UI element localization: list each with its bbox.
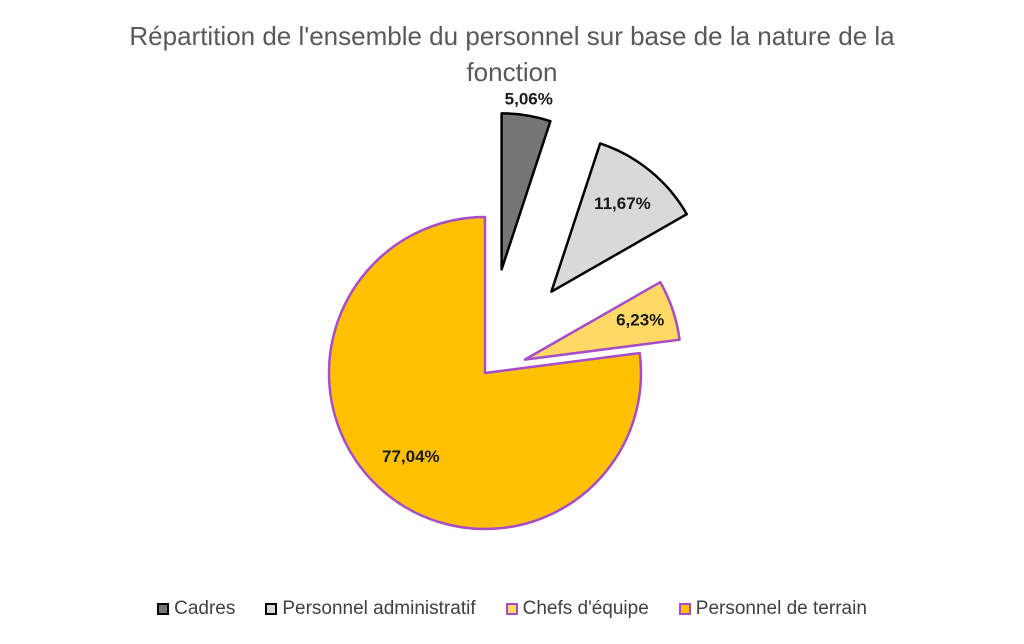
data-label: 11,67% <box>594 194 651 213</box>
legend-item: Personnel de terrain <box>678 598 867 620</box>
pie-slice <box>500 112 552 271</box>
chart-title: Répartition de l'ensemble du personnel s… <box>129 21 895 87</box>
legend-item: Personnel administratif <box>265 598 476 620</box>
pie-slice <box>550 142 689 293</box>
legend-swatch <box>265 603 278 615</box>
pie-slice <box>523 280 681 361</box>
legend-swatch <box>157 603 170 615</box>
legend-swatch <box>678 603 691 615</box>
legend-label: Personnel administratif <box>282 598 476 619</box>
legend-swatch <box>505 603 518 615</box>
data-label: 77,04% <box>382 447 440 466</box>
plot: 5,06% 11,67% 6,23% 77,04% <box>327 89 689 531</box>
legend-label: Cadres <box>174 598 236 619</box>
legend-label: Chefs d'équipe <box>522 598 649 619</box>
data-label: 6,23% <box>616 310 664 329</box>
pie-slice <box>327 215 643 531</box>
legend: Cadres Personnel administratif Chefs d'équ… <box>0 598 1024 620</box>
legend-label: Personnel de terrain <box>695 598 867 619</box>
legend-item: Cadres <box>157 598 235 620</box>
legend-item: Chefs d'équipe <box>505 598 649 620</box>
data-label: 5,06% <box>505 89 553 108</box>
